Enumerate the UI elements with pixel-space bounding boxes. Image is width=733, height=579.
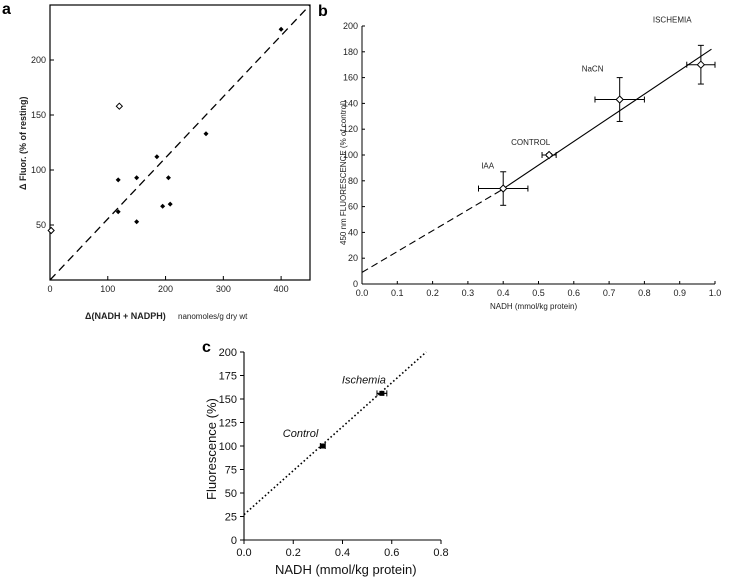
panel-b: b 0.0 0.1 0.2 0.3 0.4 0.5 0.6 0.7 0.8 0.9 1.0 0 20 40… xyxy=(318,3,721,311)
panel-b-extrapolation-line xyxy=(361,190,500,273)
panel-a-x-tick-label: 300 xyxy=(216,284,231,294)
panel-a-x-axis-unit: nanomoles/g dry wt xyxy=(178,312,248,321)
panel-c-y-axis-label: Fluorescence (%) xyxy=(204,398,219,500)
panel-a-x-tick-label: 100 xyxy=(100,284,115,294)
panel-b-y-tick-label: 140 xyxy=(343,98,358,108)
panel-a-data-point xyxy=(167,201,173,207)
panel-b-point-label: CONTROL xyxy=(511,138,551,147)
panel-b-x-tick-label: 0.3 xyxy=(462,288,475,298)
panel-b-y-tick-label: 100 xyxy=(343,150,358,160)
panel-c-x-tick-label: 0.8 xyxy=(433,547,448,559)
panel-b-x-tick-label: 0.9 xyxy=(673,288,686,298)
panel-a-x-tick-label: 200 xyxy=(158,284,173,294)
panel-b-y-tick-label: 160 xyxy=(343,73,358,83)
panel-c-fit-line xyxy=(243,351,427,516)
panel-b-x-tick-label: 0.5 xyxy=(532,288,545,298)
panel-c-x-tick-label: 0.4 xyxy=(335,547,350,559)
panel-c-x-tick-label: 0.0 xyxy=(236,547,251,559)
panel-a: a 0 100 200 300 400 50 100 150 200 Δ(NADH + NADP… xyxy=(2,1,311,321)
panel-b-x-tick-label: 0.6 xyxy=(568,288,581,298)
panel-b-y-tick-label: 60 xyxy=(348,202,358,212)
panel-a-y-axis-label: Δ Fluor. (% of resting) xyxy=(18,97,28,190)
panel-c-y-tick-label: 50 xyxy=(225,488,237,500)
panel-a-data-point xyxy=(278,26,284,32)
panel-b-y-tick-label: 80 xyxy=(348,176,358,186)
panel-a-reference-line xyxy=(49,4,311,281)
panel-c-y-tick-label: 150 xyxy=(219,394,237,406)
panel-c-y-tick-label: 200 xyxy=(219,347,237,359)
panel-b-fit-line xyxy=(499,48,712,192)
panel-b-point-label: NaCN xyxy=(582,65,604,74)
panel-b-y-tick-label: 20 xyxy=(348,253,358,263)
panel-a-data-point xyxy=(134,175,140,181)
panel-c-y-tick-label: 25 xyxy=(225,512,237,524)
panel-b-x-axis-label: NADH (mmol/kg protein) xyxy=(490,302,577,311)
panel-c-y-tick-label: 0 xyxy=(231,535,237,547)
panel-c-x-tick-label: 0.6 xyxy=(384,547,399,559)
panel-a-data-point xyxy=(203,131,209,137)
panel-c-x-axis-label: NADH (mmol/kg protein) xyxy=(275,562,417,577)
panel-a-x-tick-label: 0 xyxy=(47,284,52,294)
panel-b-y-tick-label: 180 xyxy=(343,47,358,57)
panel-b-data-point xyxy=(696,60,706,69)
panel-b-y-tick-label: 40 xyxy=(348,227,358,237)
panel-b-x-tick-label: 0.1 xyxy=(391,288,404,298)
panel-b-x-tick-label: 0.0 xyxy=(356,288,369,298)
panel-b-y-tick-label: 200 xyxy=(343,21,358,31)
panel-b-x-tick-label: 1.0 xyxy=(709,288,722,298)
panel-a-data-point xyxy=(154,154,160,160)
panel-c-point-label: Ischemia xyxy=(342,374,386,386)
panel-a-x-axis-label: Δ(NADH + NADPH) xyxy=(85,311,166,321)
panel-b-point-label: ISCHEMIA xyxy=(653,16,692,25)
panel-a-data-point xyxy=(134,219,140,225)
panel-b-y-axis-label: 450 nm FLUORESCENCE (% of control) xyxy=(339,100,348,245)
panel-a-data-point xyxy=(165,175,171,181)
panel-a-data-point-open xyxy=(115,102,124,110)
panel-b-x-tick-label: 0.7 xyxy=(603,288,616,298)
panel-b-x-tick-label: 0.2 xyxy=(426,288,439,298)
panel-a-data-point xyxy=(115,209,121,215)
panel-a-y-tick-label: 200 xyxy=(31,55,46,65)
panel-b-data-point xyxy=(498,184,508,193)
panel-b-y-tick-label: 0 xyxy=(353,279,358,289)
panel-c-data-point xyxy=(320,443,326,449)
panel-a-data-point xyxy=(115,177,121,183)
panel-c: c 0.0 0.2 0.4 0.6 0.8 0 25 50 75 100 125 150 175 200 C… xyxy=(202,339,449,577)
panel-c-point-label: Control xyxy=(283,428,319,440)
panel-c-y-tick-label: 125 xyxy=(219,418,237,430)
panel-c-y-tick-label: 175 xyxy=(219,371,237,383)
panel-c-letter: c xyxy=(202,339,211,356)
panel-a-data-point-open xyxy=(47,226,55,235)
panel-b-letter: b xyxy=(318,3,328,20)
panel-a-letter: a xyxy=(2,1,11,18)
panel-a-y-tick-label: 100 xyxy=(31,165,46,175)
panel-a-x-tick-label: 400 xyxy=(274,284,289,294)
panel-c-y-tick-label: 100 xyxy=(219,441,237,453)
panel-c-y-tick-label: 75 xyxy=(225,465,237,477)
panel-c-x-tick-label: 0.2 xyxy=(286,547,301,559)
panel-b-y-tick-label: 120 xyxy=(343,124,358,134)
panel-b-point-label: IAA xyxy=(481,162,495,171)
panel-a-y-tick-label: 150 xyxy=(31,110,46,120)
panel-b-data-point xyxy=(544,150,554,160)
panel-a-data-point xyxy=(160,203,166,209)
panel-b-data-point xyxy=(615,95,624,104)
panel-c-data-point xyxy=(379,390,385,396)
panel-b-x-tick-label: 0.4 xyxy=(497,288,510,298)
panel-b-x-tick-label: 0.8 xyxy=(638,288,651,298)
panel-a-plot-frame xyxy=(49,4,311,281)
panel-a-y-tick-label: 50 xyxy=(36,220,46,230)
